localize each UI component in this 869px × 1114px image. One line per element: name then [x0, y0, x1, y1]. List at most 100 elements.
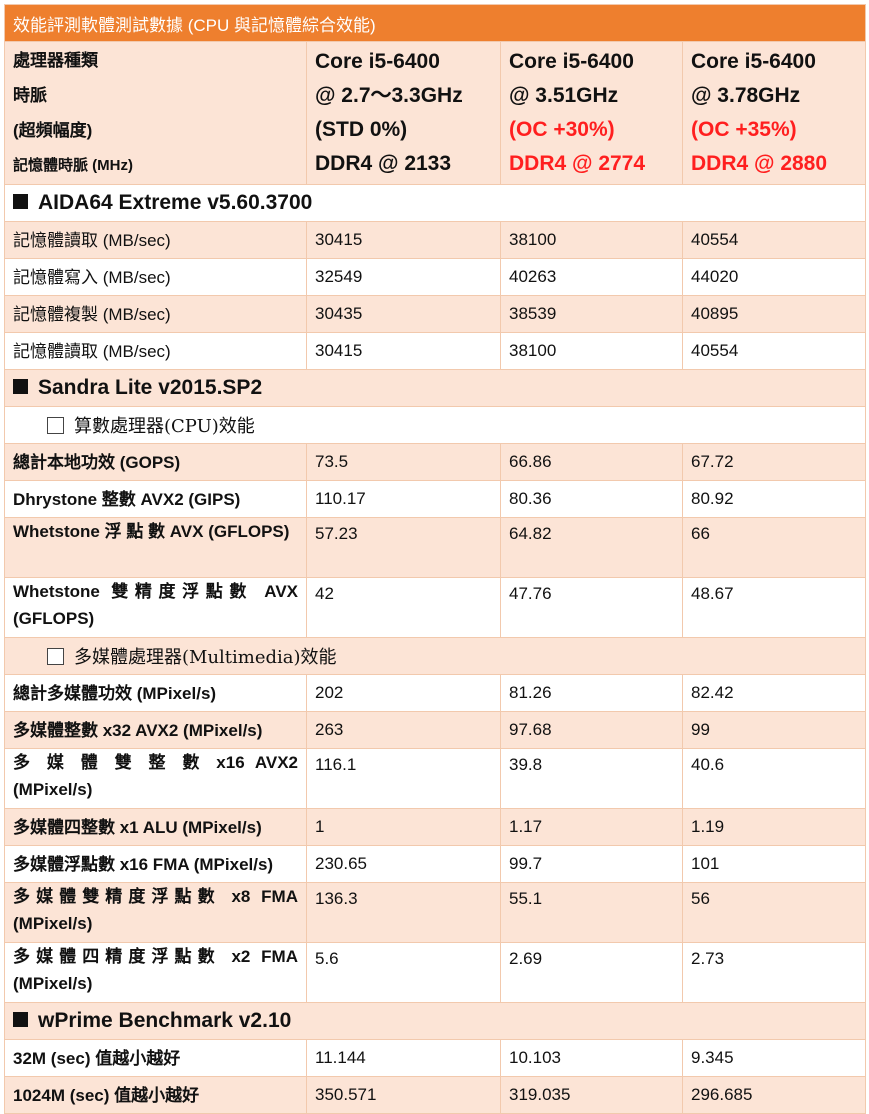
row-label: 1024M (sec) 值越小越好: [4, 1076, 307, 1114]
config-oc: (STD 0%): [315, 118, 408, 141]
table-row: 32M (sec) 值越小越好 11.144 10.103 9.345: [4, 1039, 867, 1077]
config-cpu: Core i5-6400: [509, 50, 634, 73]
cell-oc35: 296.685: [681, 1076, 867, 1114]
table-row: 記憶體讀取 (MB/sec) 30415 38100 40554: [4, 332, 867, 370]
config-cpu: Core i5-6400: [315, 50, 440, 73]
cell-oc30: 47.76: [500, 577, 683, 638]
cell-std: 1: [306, 808, 501, 846]
section-title: Sandra Lite v2015.SP2: [38, 376, 263, 399]
cell-std: 230.65: [306, 845, 501, 883]
cell-oc30: 97.68: [500, 711, 683, 749]
row-label: 總計多媒體功效 (MPixel/s): [4, 674, 307, 712]
config-clock: @ 3.51GHz: [509, 84, 619, 107]
section-aida: AIDA64 Extreme v5.60.3700: [3, 184, 867, 222]
row-label: 記憶體寫入 (MB/sec): [4, 258, 307, 296]
table-row: 記憶體讀取 (MB/sec) 30415 38100 40554: [4, 221, 867, 259]
table-row: 記憶體寫入 (MB/sec) 32549 40263 44020: [4, 258, 867, 296]
cell-std: 263: [306, 711, 501, 749]
cell-oc35: 56: [681, 882, 867, 943]
row-label: 記憶體讀取 (MB/sec): [4, 221, 307, 259]
row-label: 記憶體複製 (MB/sec): [4, 295, 307, 333]
table-row: 總計本地功效 (GOPS) 73.5 66.86 67.72: [4, 443, 867, 481]
config-oc: (OC +35%): [691, 118, 797, 141]
square-bullet-icon: [13, 1011, 28, 1027]
cell-oc35: 44020: [681, 258, 867, 296]
section-wprime: wPrime Benchmark v2.10: [3, 1002, 867, 1040]
cell-oc30: 99.7: [500, 845, 683, 883]
table-row: 多媒體浮點數 x16 FMA (MPixel/s) 230.65 99.7 10…: [4, 845, 867, 883]
config-oc35: Core i5-6400 @ 3.78GHz (OC +35%) DDR4 @ …: [681, 41, 867, 185]
row-label: Dhrystone 整數 AVX2 (GIPS): [4, 480, 307, 518]
subsection-title: 算數處理器(CPU)效能: [74, 416, 255, 437]
cell-oc35: 40554: [681, 332, 867, 370]
cell-std: 57.23: [306, 517, 501, 578]
cell-oc30: 319.035: [500, 1076, 683, 1114]
cell-oc30: 55.1: [500, 882, 683, 943]
section-title: wPrime Benchmark v2.10: [38, 1009, 292, 1032]
row-label: 多媒體四整數 x1 ALU (MPixel/s): [4, 808, 307, 846]
cell-oc30: 2.69: [500, 942, 683, 1003]
title-row: 效能評測軟體測試數據 (CPU 與記憶體綜合效能): [3, 4, 867, 42]
cell-oc35: 99: [681, 711, 867, 749]
cell-std: 11.144: [306, 1039, 501, 1077]
cell-std: 110.17: [306, 480, 501, 518]
config-oc: (OC +30%): [509, 118, 615, 141]
config-oc30: Core i5-6400 @ 3.51GHz (OC +30%) DDR4 @ …: [500, 41, 683, 185]
row-label: 多媒體浮點數 x16 FMA (MPixel/s): [4, 845, 307, 883]
header-labels: 處理器種類 時脈 (超頻幅度) 記憶體時脈 (MHz): [4, 41, 307, 185]
subsection-title: 多媒體處理器(Multimedia)效能: [74, 647, 337, 668]
subsection-multimedia: 多媒體處理器(Multimedia)效能: [3, 637, 867, 675]
config-mem: DDR4 @ 2133: [315, 152, 452, 175]
cell-oc30: 38539: [500, 295, 683, 333]
cell-oc30: 64.82: [500, 517, 683, 578]
row-label: 多媒體整數 x32 AVX2 (MPixel/s): [4, 711, 307, 749]
row-label: 總計本地功效 (GOPS): [4, 443, 307, 481]
cell-oc35: 66: [681, 517, 867, 578]
checkbox-square-icon: [47, 416, 64, 434]
row-label: 32M (sec) 值越小越好: [4, 1039, 307, 1077]
section-title: AIDA64 Extreme v5.60.3700: [38, 191, 313, 214]
row-label: 多媒體四精度浮點數 x2 FMA (MPixel/s): [4, 942, 307, 1003]
cell-std: 350.571: [306, 1076, 501, 1114]
config-cpu: Core i5-6400: [691, 50, 816, 73]
config-std: Core i5-6400 @ 2.7～3.3GHz (STD 0%) DDR4 …: [306, 41, 501, 185]
cell-oc35: 9.345: [681, 1039, 867, 1077]
table-row: 多媒體整數 x32 AVX2 (MPixel/s) 263 97.68 99: [4, 711, 867, 749]
square-bullet-icon: [13, 193, 28, 209]
cell-oc35: 40895: [681, 295, 867, 333]
section-sandra: Sandra Lite v2015.SP2: [3, 369, 867, 407]
cell-std: 30435: [306, 295, 501, 333]
cell-oc35: 40.6: [681, 748, 867, 809]
row-label: Whetstone 浮 點 數 AVX (GFLOPS): [4, 517, 307, 578]
table-row: 多媒體四整數 x1 ALU (MPixel/s) 1 1.17 1.19: [4, 808, 867, 846]
table-title: 效能評測軟體測試數據 (CPU 與記憶體綜合效能): [3, 4, 867, 42]
cell-std: 73.5: [306, 443, 501, 481]
subsection-cpu: 算數處理器(CPU)效能: [3, 406, 867, 444]
cell-oc35: 1.19: [681, 808, 867, 846]
label-cpu-type: 處理器種類: [13, 51, 98, 70]
square-bullet-icon: [13, 378, 28, 394]
cell-oc30: 40263: [500, 258, 683, 296]
cell-oc35: 101: [681, 845, 867, 883]
cell-oc35: 82.42: [681, 674, 867, 712]
cell-oc35: 2.73: [681, 942, 867, 1003]
cell-oc30: 38100: [500, 332, 683, 370]
row-label: 多 媒 體 雙 整 數 x16 AVX2 (MPixel/s): [4, 748, 307, 809]
config-mem: DDR4 @ 2774: [509, 152, 646, 175]
cell-oc30: 1.17: [500, 808, 683, 846]
table-row: 多 媒 體 雙 整 數 x16 AVX2 (MPixel/s) 116.1 39…: [4, 748, 867, 809]
table-row: 總計多媒體功效 (MPixel/s) 202 81.26 82.42: [4, 674, 867, 712]
cell-std: 30415: [306, 221, 501, 259]
row-label: Whetstone 雙精度浮點數 AVX (GFLOPS): [4, 577, 307, 638]
cell-std: 136.3: [306, 882, 501, 943]
config-clock: @ 3.78GHz: [691, 84, 801, 107]
cell-std: 30415: [306, 332, 501, 370]
label-oc: (超頻幅度): [13, 121, 93, 140]
cell-std: 116.1: [306, 748, 501, 809]
table-row: Whetstone 浮 點 數 AVX (GFLOPS) 57.23 64.82…: [4, 517, 867, 578]
cell-oc30: 66.86: [500, 443, 683, 481]
cell-std: 202: [306, 674, 501, 712]
row-label: 多媒體雙精度浮點數 x8 FMA (MPixel/s): [4, 882, 307, 943]
cell-oc35: 40554: [681, 221, 867, 259]
cell-oc35: 48.67: [681, 577, 867, 638]
